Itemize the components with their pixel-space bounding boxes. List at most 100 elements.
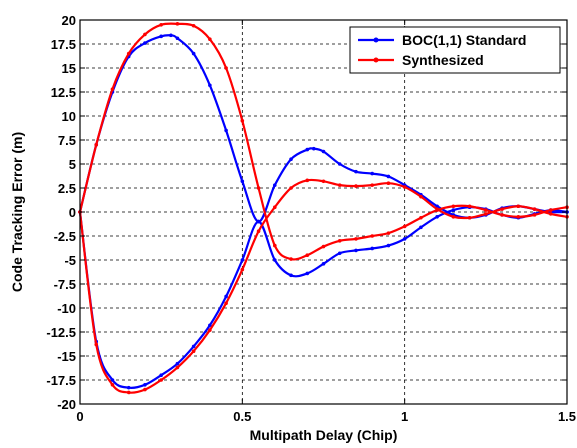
data-point — [256, 186, 261, 190]
data-point — [435, 207, 439, 211]
data-point — [159, 378, 163, 382]
data-point — [175, 22, 180, 26]
y-tick-label: 15 — [62, 61, 76, 76]
data-point — [273, 243, 277, 248]
data-point — [337, 251, 342, 256]
data-point — [175, 365, 180, 370]
data-point — [240, 258, 245, 262]
y-tick-label: -12.5 — [46, 325, 76, 340]
x-tick-label: 1.5 — [558, 409, 576, 424]
data-point — [467, 204, 472, 209]
y-tick-label: -17.5 — [46, 373, 76, 388]
data-point — [110, 378, 115, 382]
data-point — [516, 204, 521, 209]
data-point — [402, 237, 407, 241]
data-point — [256, 229, 261, 233]
data-point — [386, 231, 391, 235]
data-point — [532, 213, 537, 217]
legend-marker — [373, 37, 379, 43]
y-axis-label: Code Tracking Error (m) — [9, 132, 25, 292]
data-point — [386, 243, 391, 248]
data-point — [110, 87, 115, 91]
data-point — [354, 248, 358, 253]
axes: -20-17.5-15-12.5-10-7.5-5-2.502.557.5101… — [46, 13, 576, 424]
y-tick-label: -7.5 — [54, 277, 76, 292]
data-point — [337, 162, 342, 166]
data-point — [305, 271, 310, 276]
plot-area — [78, 20, 569, 404]
legend-marker — [373, 57, 379, 63]
data-point — [305, 253, 310, 257]
data-point — [484, 212, 488, 216]
data-point — [451, 204, 456, 209]
data-point — [289, 157, 293, 161]
data-point — [256, 219, 261, 224]
y-tick-label: -15 — [57, 349, 76, 364]
data-point — [240, 119, 245, 123]
data-point — [169, 33, 173, 38]
data-point — [175, 361, 180, 366]
data-point — [451, 215, 456, 219]
data-point — [126, 51, 131, 56]
data-point — [370, 183, 375, 187]
data-point — [500, 207, 504, 211]
data-point — [143, 41, 147, 45]
legend-label: Synthesized — [402, 52, 484, 68]
x-tick-label: 0 — [76, 409, 83, 424]
data-point — [370, 246, 375, 251]
data-point — [110, 383, 115, 387]
data-point — [224, 294, 228, 299]
x-tick-label: 0.5 — [233, 409, 251, 424]
data-point — [467, 215, 472, 220]
data-point — [159, 23, 163, 27]
data-point — [240, 267, 245, 272]
data-point — [451, 208, 456, 212]
y-tick-label: 5 — [69, 157, 76, 172]
data-point — [435, 204, 439, 209]
y-tick-label: 2.5 — [58, 181, 76, 196]
data-point — [208, 83, 212, 88]
data-point — [224, 128, 228, 133]
data-point — [305, 147, 310, 152]
data-point — [191, 349, 196, 354]
data-point — [159, 34, 163, 39]
data-point — [175, 36, 180, 41]
y-tick-label: 0 — [69, 205, 76, 220]
data-point — [435, 215, 439, 219]
data-point — [484, 208, 488, 212]
data-point — [159, 373, 163, 378]
data-point — [500, 213, 504, 217]
y-tick-label: -2.5 — [54, 229, 76, 244]
data-point — [321, 149, 326, 154]
plot-background — [80, 20, 567, 404]
data-point — [386, 174, 391, 179]
data-point — [548, 208, 553, 212]
data-point — [370, 171, 375, 176]
data-point — [321, 262, 326, 266]
data-point — [273, 183, 277, 187]
data-point — [224, 66, 228, 70]
y-tick-label: 20 — [62, 13, 76, 28]
x-tick-label: 1 — [401, 409, 408, 424]
data-point — [191, 344, 196, 349]
data-point — [548, 212, 553, 216]
data-point — [94, 342, 99, 347]
data-point — [532, 207, 537, 211]
data-point — [305, 178, 310, 183]
data-point — [354, 169, 358, 174]
y-tick-label: 17.5 — [51, 37, 76, 52]
y-tick-label: -10 — [57, 301, 76, 316]
data-point — [273, 258, 277, 262]
data-point — [94, 143, 99, 147]
data-point — [370, 234, 375, 238]
y-tick-label: -5 — [64, 253, 76, 268]
y-tick-label: -20 — [57, 397, 76, 412]
y-tick-label: 12.5 — [51, 85, 76, 100]
data-point — [337, 183, 342, 187]
data-point — [354, 184, 358, 188]
data-point — [240, 179, 245, 184]
legend-box — [349, 26, 561, 74]
data-point — [126, 385, 131, 390]
